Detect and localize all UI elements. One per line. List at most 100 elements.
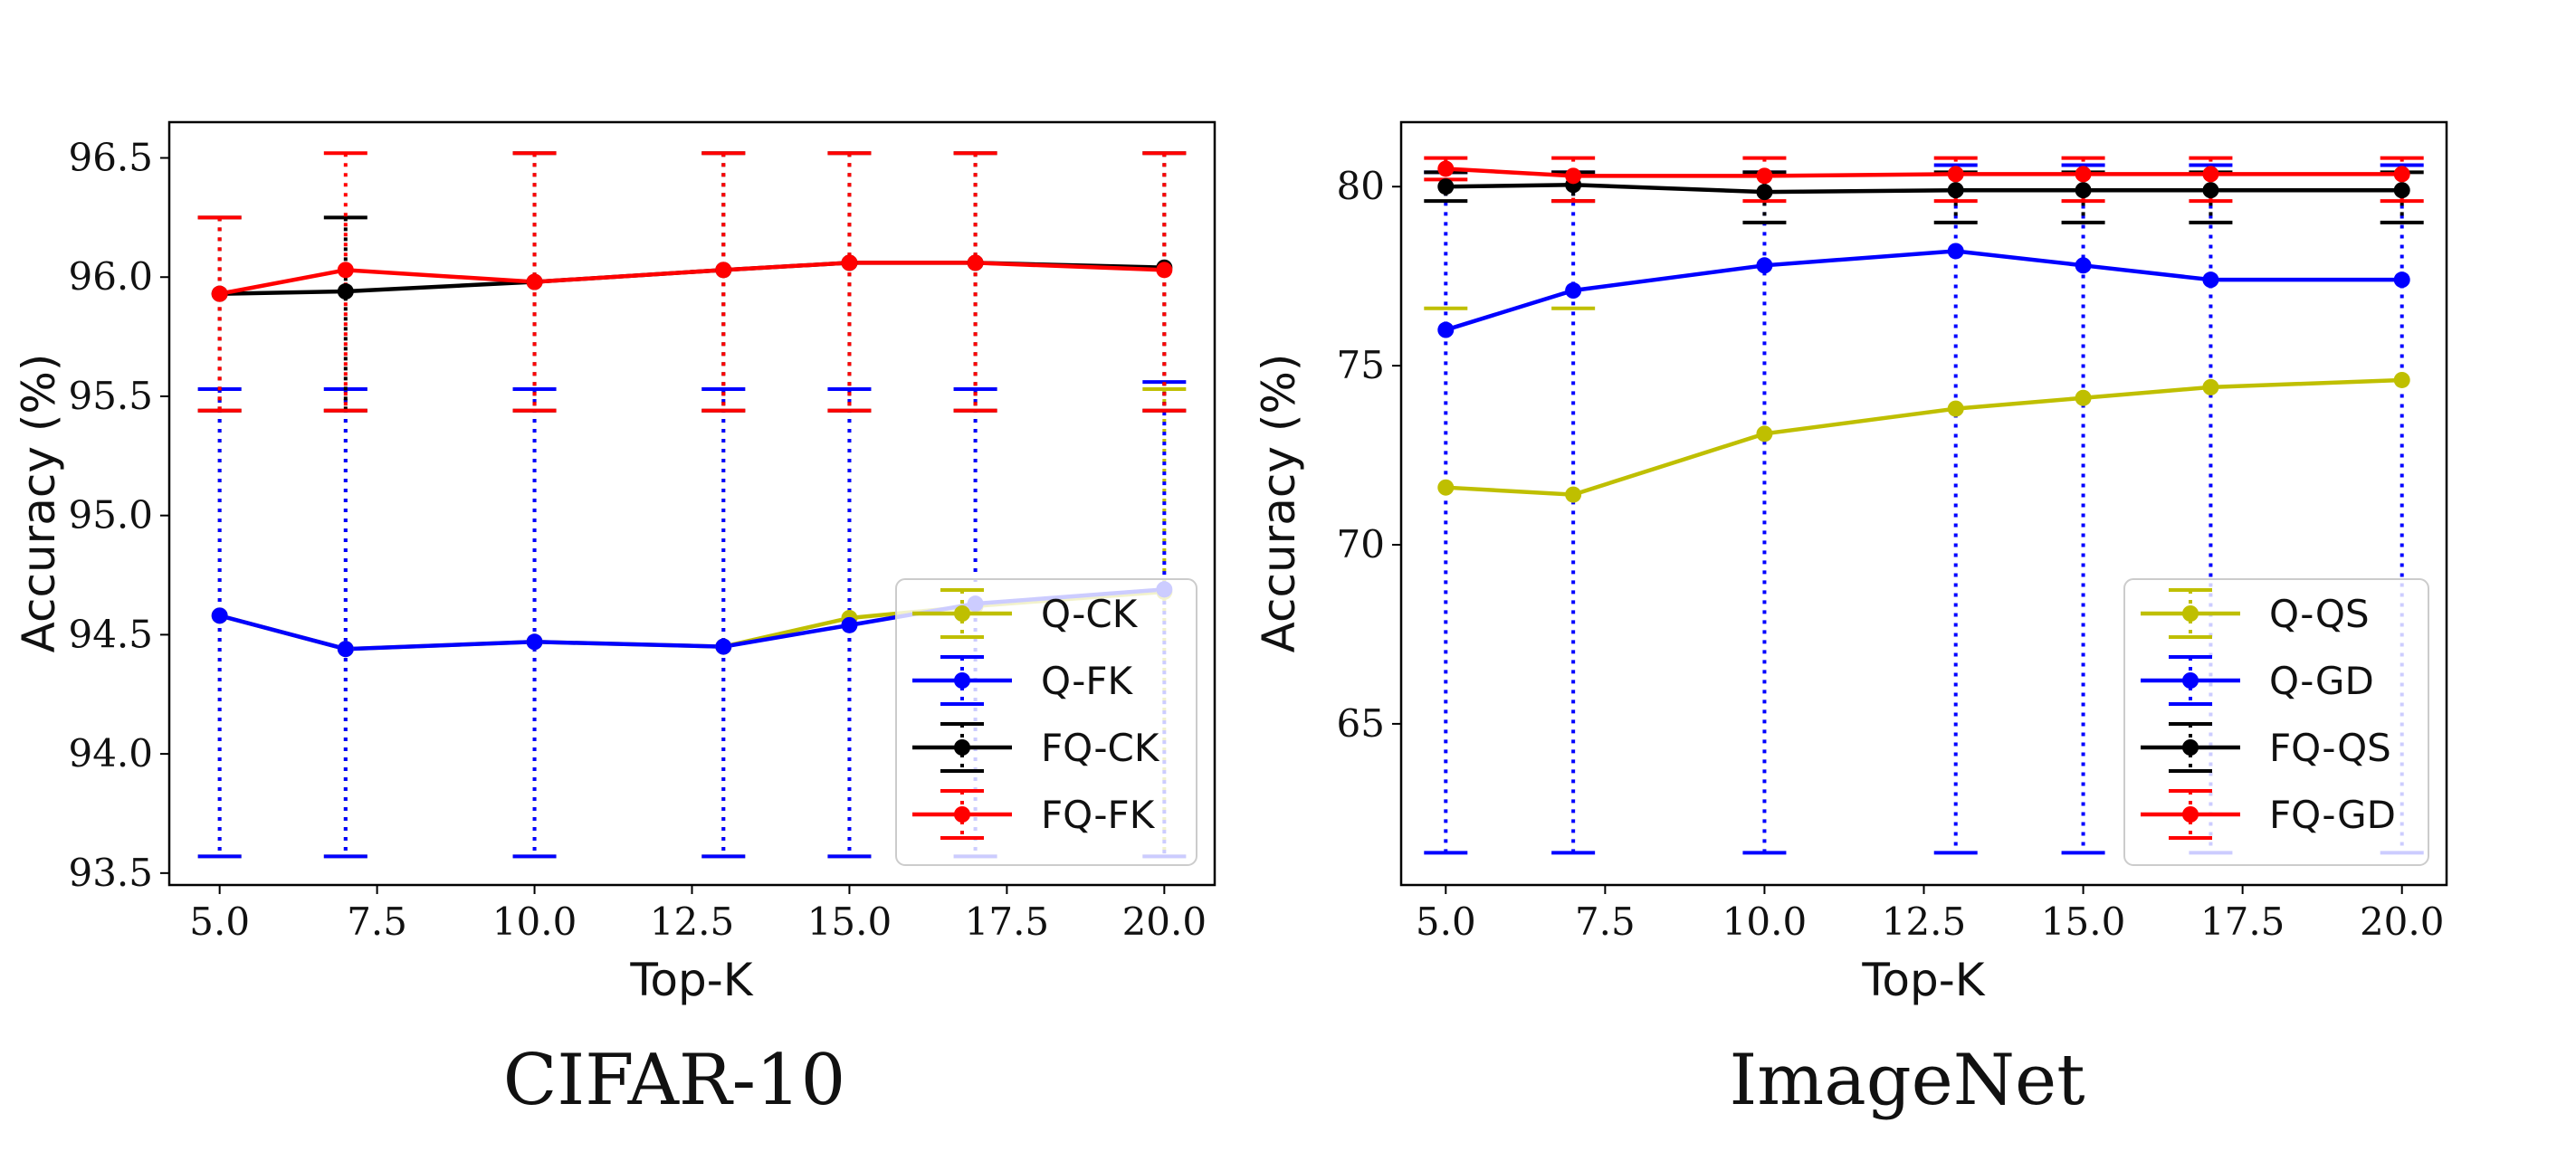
- data-point-fq-qs: [1947, 182, 1964, 199]
- data-point-q-gd: [1437, 321, 1455, 338]
- x-tick-label: 17.5: [965, 899, 1050, 944]
- data-point-q-qs: [2075, 389, 2092, 406]
- data-point-fq-fk: [526, 273, 543, 290]
- legend-marker: [2182, 605, 2199, 622]
- x-tick-label: 5.0: [1416, 899, 1476, 944]
- data-point-q-gd: [1947, 243, 1964, 260]
- data-point-q-fk: [526, 633, 543, 651]
- x-tick-label: 10.0: [1722, 899, 1808, 944]
- data-point-fq-fk: [841, 254, 858, 271]
- data-point-q-qs: [1437, 479, 1455, 496]
- y-tick-label: 94.0: [68, 731, 153, 776]
- chart-caption: CIFAR-10: [503, 1040, 846, 1121]
- x-tick-label: 5.0: [189, 899, 250, 944]
- legend-label: Q-CK: [1041, 592, 1139, 636]
- data-point-q-qs: [2393, 371, 2410, 388]
- data-point-q-gd: [2075, 257, 2092, 274]
- y-tick-label: 75: [1337, 343, 1385, 387]
- data-point-fq-gd: [1437, 160, 1455, 177]
- y-axis-label: Accuracy (%): [1253, 354, 1305, 653]
- x-axis-label: Top-K: [629, 954, 753, 1006]
- x-tick-label: 7.5: [1575, 899, 1636, 944]
- data-point-q-qs: [1756, 425, 1773, 443]
- legend-marker: [954, 806, 970, 823]
- chart-caption: ImageNet: [1729, 1040, 2085, 1121]
- series-line-fq-qs: [1445, 183, 2402, 195]
- imagenet-chart: 5.0 7.5 10.0 12.5 15.0 17.5 20.0 65 70 75 80 Top-K…: [1253, 120, 2448, 1121]
- data-point-q-fk: [337, 641, 354, 658]
- data-point-fq-fk: [337, 262, 354, 279]
- y-tick-label: 95.5: [68, 374, 153, 418]
- axis-ticks: 5.0 7.5 10.0 12.5 15.0 17.5 20.0 93.5 94.0 94.5 95…: [68, 136, 1207, 944]
- data-point-fq-gd: [1947, 166, 1964, 183]
- series-points: [1437, 160, 2410, 503]
- legend-label: FQ-QS: [2269, 726, 2391, 770]
- legend-marker: [2182, 672, 2199, 689]
- data-point-fq-gd: [1756, 167, 1773, 185]
- data-point-q-gd: [1565, 282, 1582, 300]
- legend-label: Q-FK: [1041, 659, 1134, 703]
- data-point-fq-gd: [1565, 167, 1582, 185]
- x-tick-label: 15.0: [2041, 899, 2126, 944]
- legend-box: [2123, 578, 2429, 866]
- data-point-q-qs: [1947, 400, 1964, 417]
- data-point-fq-fk: [211, 285, 228, 302]
- data-point-fq-fk: [967, 254, 984, 271]
- y-tick-label: 65: [1337, 701, 1385, 746]
- legend-marker: [2182, 806, 2199, 823]
- legend-marker: [954, 605, 970, 622]
- series-line-fq-ck: [219, 261, 1165, 296]
- y-tick-label: 95.0: [68, 493, 153, 538]
- legend-marker: [954, 672, 970, 689]
- legend-label: FQ-CK: [1041, 726, 1160, 770]
- data-point-fq-qs: [2202, 182, 2219, 199]
- data-point-q-fk: [841, 616, 858, 633]
- legend-label: FQ-FK: [1041, 793, 1156, 837]
- data-point-q-fk: [211, 607, 228, 624]
- data-point-fq-gd: [2393, 166, 2410, 183]
- legend-marker: [2182, 739, 2199, 756]
- legend-box: [895, 578, 1197, 866]
- data-point-fq-qs: [1756, 184, 1773, 201]
- axis-ticks: 5.0 7.5 10.0 12.5 15.0 17.5 20.0 65 70 75 80: [1337, 164, 2445, 944]
- x-axis-label: Top-K: [1861, 954, 1985, 1006]
- y-tick-label: 96.5: [68, 136, 153, 180]
- data-point-q-qs: [1565, 486, 1582, 503]
- data-point-fq-gd: [2075, 166, 2092, 183]
- y-tick-label: 93.5: [68, 851, 153, 895]
- y-tick-label: 94.5: [68, 612, 153, 656]
- x-tick-label: 20.0: [1122, 899, 1207, 944]
- x-tick-label: 17.5: [2200, 899, 2285, 944]
- data-point-fq-fk: [715, 262, 732, 279]
- data-point-fq-ck: [337, 283, 354, 300]
- data-point-q-qs: [2202, 378, 2219, 395]
- data-point-fq-fk: [1156, 262, 1173, 279]
- legend-marker: [954, 739, 970, 756]
- y-tick-label: 70: [1337, 522, 1385, 566]
- x-tick-label: 10.0: [492, 899, 577, 944]
- legend: Q-CK Q-FK FQ-CK FQ-FK: [895, 578, 1197, 866]
- x-tick-label: 7.5: [347, 899, 407, 944]
- data-point-fq-qs: [2075, 182, 2092, 199]
- data-point-fq-gd: [2202, 166, 2219, 183]
- legend-label: FQ-GD: [2269, 793, 2396, 837]
- x-tick-label: 12.5: [650, 899, 735, 944]
- y-tick-label: 80: [1337, 164, 1385, 208]
- series-line-q-qs: [1445, 377, 2402, 497]
- y-axis-label: Accuracy (%): [13, 354, 65, 653]
- y-tick-label: 96.0: [68, 254, 153, 299]
- cifar10-chart: 5.0 7.5 10.0 12.5 15.0 17.5 20.0 93.5 94.0 94.5 95…: [13, 120, 1216, 1121]
- data-point-fq-qs: [1437, 178, 1455, 195]
- data-point-fq-qs: [2393, 182, 2410, 199]
- data-point-q-gd: [1756, 257, 1773, 274]
- legend-label: Q-QS: [2269, 592, 2370, 636]
- legend: Q-QS Q-GD FQ-QS FQ-GD: [2123, 578, 2429, 866]
- series-lines: [1445, 167, 2402, 497]
- x-tick-label: 20.0: [2360, 899, 2445, 944]
- x-tick-label: 12.5: [1882, 899, 1967, 944]
- legend-label: Q-GD: [2269, 659, 2374, 703]
- data-point-q-fk: [715, 638, 732, 655]
- x-tick-label: 15.0: [807, 899, 892, 944]
- series-line-q-gd: [1445, 249, 2402, 332]
